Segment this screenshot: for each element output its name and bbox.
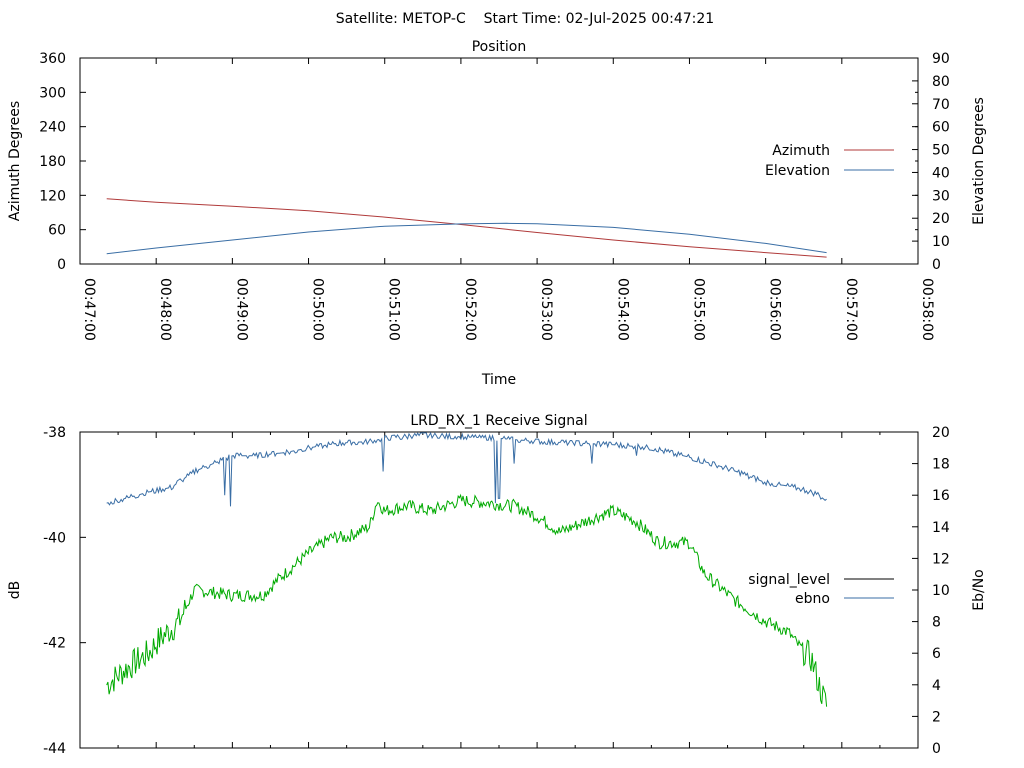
signal-y2tick-label: 6 xyxy=(932,646,941,662)
position-legend-label: Azimuth xyxy=(772,143,830,159)
signal-y2tick-label: 10 xyxy=(932,583,950,599)
signal-ytick-label: -38 xyxy=(43,425,66,441)
position-xtick-label: 00:50:00 xyxy=(310,278,326,341)
header-text: Satellite: METOP-C Start Time: 02-Jul-20… xyxy=(336,11,714,27)
position-legend-label: Elevation xyxy=(765,163,830,179)
position-xtick-label: 00:53:00 xyxy=(538,278,554,341)
position-y2tick-label: 20 xyxy=(932,211,950,227)
position-y2tick-label: 0 xyxy=(932,257,941,273)
signal-legend-label: ebno xyxy=(795,591,830,607)
position-xtick-label: 00:52:00 xyxy=(462,278,478,341)
signal-y2tick-label: 16 xyxy=(932,488,950,504)
position-xtick-label: 00:56:00 xyxy=(767,278,783,341)
signal-series-ebno xyxy=(106,431,827,507)
position-ytick-label: 0 xyxy=(57,257,66,273)
position-xtick-label: 00:57:00 xyxy=(843,278,859,341)
signal-y2tick-label: 20 xyxy=(932,425,950,441)
position-ytick-label: 180 xyxy=(39,154,66,170)
position-ytick-label: 240 xyxy=(39,120,66,136)
position-xlabel: Time xyxy=(481,372,516,388)
position-y2tick-label: 60 xyxy=(932,120,950,136)
position-y2tick-label: 10 xyxy=(932,234,950,250)
position-title: Position xyxy=(472,39,527,55)
position-plot-frame xyxy=(79,57,919,265)
signal-legend-label: signal_level xyxy=(748,572,830,588)
position-y2tick-label: 90 xyxy=(932,51,950,67)
position-xtick-label: 00:51:00 xyxy=(386,278,402,341)
signal-ytick-label: -44 xyxy=(43,741,66,757)
signal-y2tick-label: 2 xyxy=(932,709,941,725)
signal-title: LRD_RX_1 Receive Signal xyxy=(410,413,587,429)
signal-ylabel: dB xyxy=(7,581,23,600)
position-series-azimuth xyxy=(106,198,827,258)
signal-plot-frame xyxy=(79,431,919,749)
position-y2tick-label: 40 xyxy=(932,165,950,181)
position-ytick-label: 360 xyxy=(39,51,66,67)
signal-y2tick-label: 8 xyxy=(932,615,941,631)
position-ytick-label: 120 xyxy=(39,188,66,204)
position-xtick-label: 00:54:00 xyxy=(614,278,630,341)
position-ytick-label: 300 xyxy=(39,85,66,101)
signal-ytick-label: -42 xyxy=(43,636,66,652)
position-xtick-label: 00:58:00 xyxy=(919,278,935,341)
position-xtick-label: 00:49:00 xyxy=(233,278,249,341)
signal-series-level xyxy=(106,493,828,707)
position-xtick-label: 00:55:00 xyxy=(690,278,706,341)
position-y2tick-label: 80 xyxy=(932,74,950,90)
signal-ytick-label: -40 xyxy=(43,530,66,546)
signal-y2tick-label: 12 xyxy=(932,551,950,567)
position-ytick-label: 60 xyxy=(48,223,66,239)
signal-y2tick-label: 18 xyxy=(932,457,950,473)
signal-y2tick-label: 4 xyxy=(932,678,941,694)
position-ylabel: Azimuth Degrees xyxy=(7,101,23,221)
signal-y2tick-label: 14 xyxy=(932,520,950,536)
position-xtick-label: 00:47:00 xyxy=(81,278,97,341)
position-series-elevation xyxy=(106,222,827,255)
position-y2tick-label: 50 xyxy=(932,143,950,159)
plots: Position06012018024030036001020304050607… xyxy=(7,39,987,757)
signal-y2label: Eb/No xyxy=(971,569,987,611)
signal-y2tick-label: 0 xyxy=(932,741,941,757)
position-xtick-label: 00:48:00 xyxy=(157,278,173,341)
position-y2tick-label: 30 xyxy=(932,188,950,204)
position-y2label: Elevation Degrees xyxy=(971,97,987,225)
position-y2tick-label: 70 xyxy=(932,97,950,113)
